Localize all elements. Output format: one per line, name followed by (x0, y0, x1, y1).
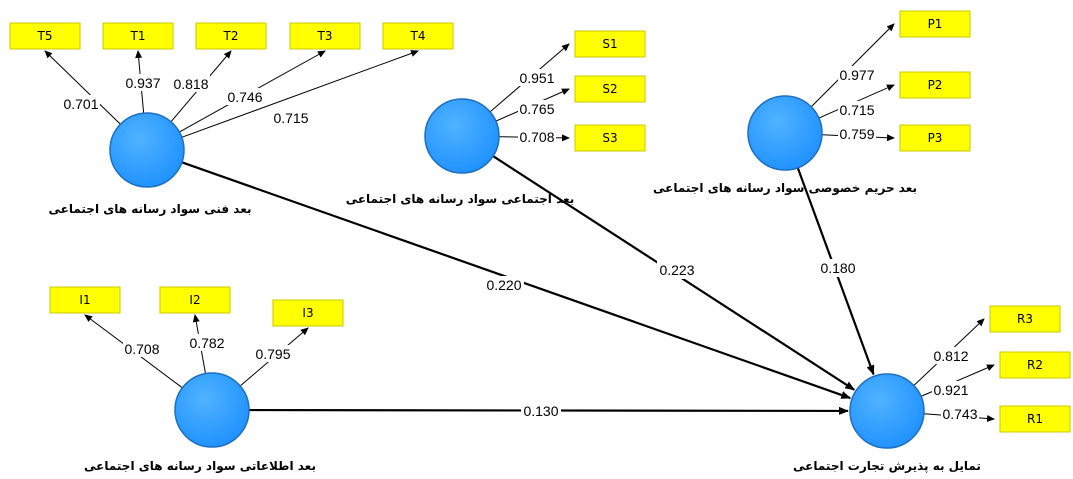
indicator-box-p3[interactable] (899, 124, 971, 152)
indicator-label-p3: P3 (928, 131, 943, 145)
loading-arrow-t4 (181, 50, 419, 138)
construct-node-s[interactable] (424, 98, 500, 174)
indicator-box-s3[interactable] (574, 124, 646, 152)
path-coefficient-t: 0.220 (486, 277, 521, 293)
loading-label-bg (838, 125, 876, 142)
loading-value-s2: 0.765 (519, 101, 554, 117)
loading-label-bg (932, 347, 970, 364)
loading-value-t3: 0.746 (227, 89, 262, 105)
indicator-label-s1: S1 (602, 37, 617, 51)
indicator-label-p2: P2 (928, 78, 943, 92)
indicator-label-s3: S3 (602, 131, 617, 145)
loading-label-bg (941, 405, 979, 422)
loading-label-bg (518, 128, 556, 145)
loading-arrow-t5 (44, 50, 121, 125)
loading-value-i2: 0.782 (189, 335, 224, 351)
loading-arrow-p1 (810, 23, 895, 108)
indicator-box-p1[interactable] (899, 10, 971, 38)
loading-value-t5: 0.701 (63, 96, 98, 112)
indicator-label-t5: T5 (37, 29, 53, 43)
path-coefficient-s: 0.223 (659, 262, 694, 278)
loading-label-bg (838, 66, 876, 83)
loading-label-bg (518, 69, 556, 86)
construct-label-s: بعد اجتماعی سواد رسانه های اجتماعی (346, 192, 575, 207)
indicator-box-t4[interactable] (382, 22, 454, 50)
construct-node-t[interactable] (109, 112, 185, 188)
loading-value-i3: 0.795 (255, 346, 290, 362)
loading-label-bg (188, 334, 226, 351)
indicator-label-i2: I2 (189, 293, 200, 307)
indicator-label-r1: R1 (1027, 412, 1043, 426)
indicator-box-i3[interactable] (272, 299, 344, 327)
loading-label-bg (838, 101, 876, 118)
loading-label-bg (254, 345, 292, 362)
indicator-label-s2: S2 (602, 82, 617, 96)
loading-label-bg (124, 74, 162, 91)
indicator-label-r3: R3 (1017, 312, 1033, 326)
indicator-label-t1: T1 (130, 29, 146, 43)
loading-value-s1: 0.951 (519, 70, 554, 86)
loading-value-i1: 0.708 (124, 341, 159, 357)
path-coef-bg (484, 276, 524, 294)
indicator-label-t4: T4 (410, 29, 426, 43)
loading-value-p2: 0.715 (839, 102, 874, 118)
indicator-label-t2: T2 (223, 29, 239, 43)
path-coef-bg (521, 402, 561, 420)
loading-label-bg (272, 109, 310, 126)
loading-label-bg (932, 381, 970, 398)
loading-value-t1: 0.937 (125, 75, 160, 91)
loading-label-bg (518, 100, 556, 117)
loading-value-t4: 0.715 (273, 110, 308, 126)
construct-label-r: تمایل به پذیرش تجارت اجتماعی (793, 459, 981, 473)
indicator-label-i1: I1 (79, 293, 90, 307)
indicator-box-i1[interactable] (49, 286, 121, 314)
path-coef-bg (657, 261, 697, 279)
indicator-box-t5[interactable] (9, 22, 81, 50)
loading-value-r1: 0.743 (942, 406, 977, 422)
path-coefficient-i: 0.130 (523, 403, 558, 419)
path-coefficient-p: 0.180 (820, 260, 855, 276)
indicator-box-r2[interactable] (999, 351, 1071, 379)
construct-label-t: بعد فنی سواد رسانه های اجتماعی (49, 202, 252, 217)
indicator-label-r2: R2 (1027, 358, 1043, 372)
loading-label-bg (62, 95, 100, 112)
loading-value-r3: 0.812 (933, 348, 968, 364)
indicator-label-p1: P1 (928, 17, 943, 31)
loading-label-bg (226, 88, 264, 105)
loading-value-p3: 0.759 (839, 126, 874, 142)
indicator-box-s1[interactable] (574, 30, 646, 58)
indicator-box-i2[interactable] (159, 286, 231, 314)
indicator-box-t3[interactable] (289, 22, 361, 50)
loading-value-t2: 0.818 (173, 76, 208, 92)
loading-value-p1: 0.977 (839, 67, 874, 83)
construct-label-p: بعد حریم خصوصی سواد رسانه های اجتماعی (653, 181, 917, 196)
construct-label-i: بعد اطلاعاتی سواد رسانه های اجتماعی (84, 459, 316, 474)
indicator-box-p2[interactable] (899, 71, 971, 99)
construct-node-p[interactable] (747, 95, 823, 171)
indicator-box-t1[interactable] (102, 22, 174, 50)
indicator-box-r1[interactable] (999, 405, 1071, 433)
construct-node-i[interactable] (174, 372, 250, 448)
construct-node-r[interactable] (849, 373, 925, 449)
indicator-box-r3[interactable] (989, 305, 1061, 333)
path-coef-bg (818, 259, 858, 277)
loading-label-bg (123, 340, 161, 357)
indicator-label-t3: T3 (317, 29, 333, 43)
loading-value-r2: 0.921 (933, 382, 968, 398)
indicator-box-s2[interactable] (574, 75, 646, 103)
loading-value-s3: 0.708 (519, 129, 554, 145)
indicator-label-i3: I3 (302, 306, 313, 320)
loading-label-bg (172, 75, 210, 92)
indicator-box-t2[interactable] (195, 22, 267, 50)
